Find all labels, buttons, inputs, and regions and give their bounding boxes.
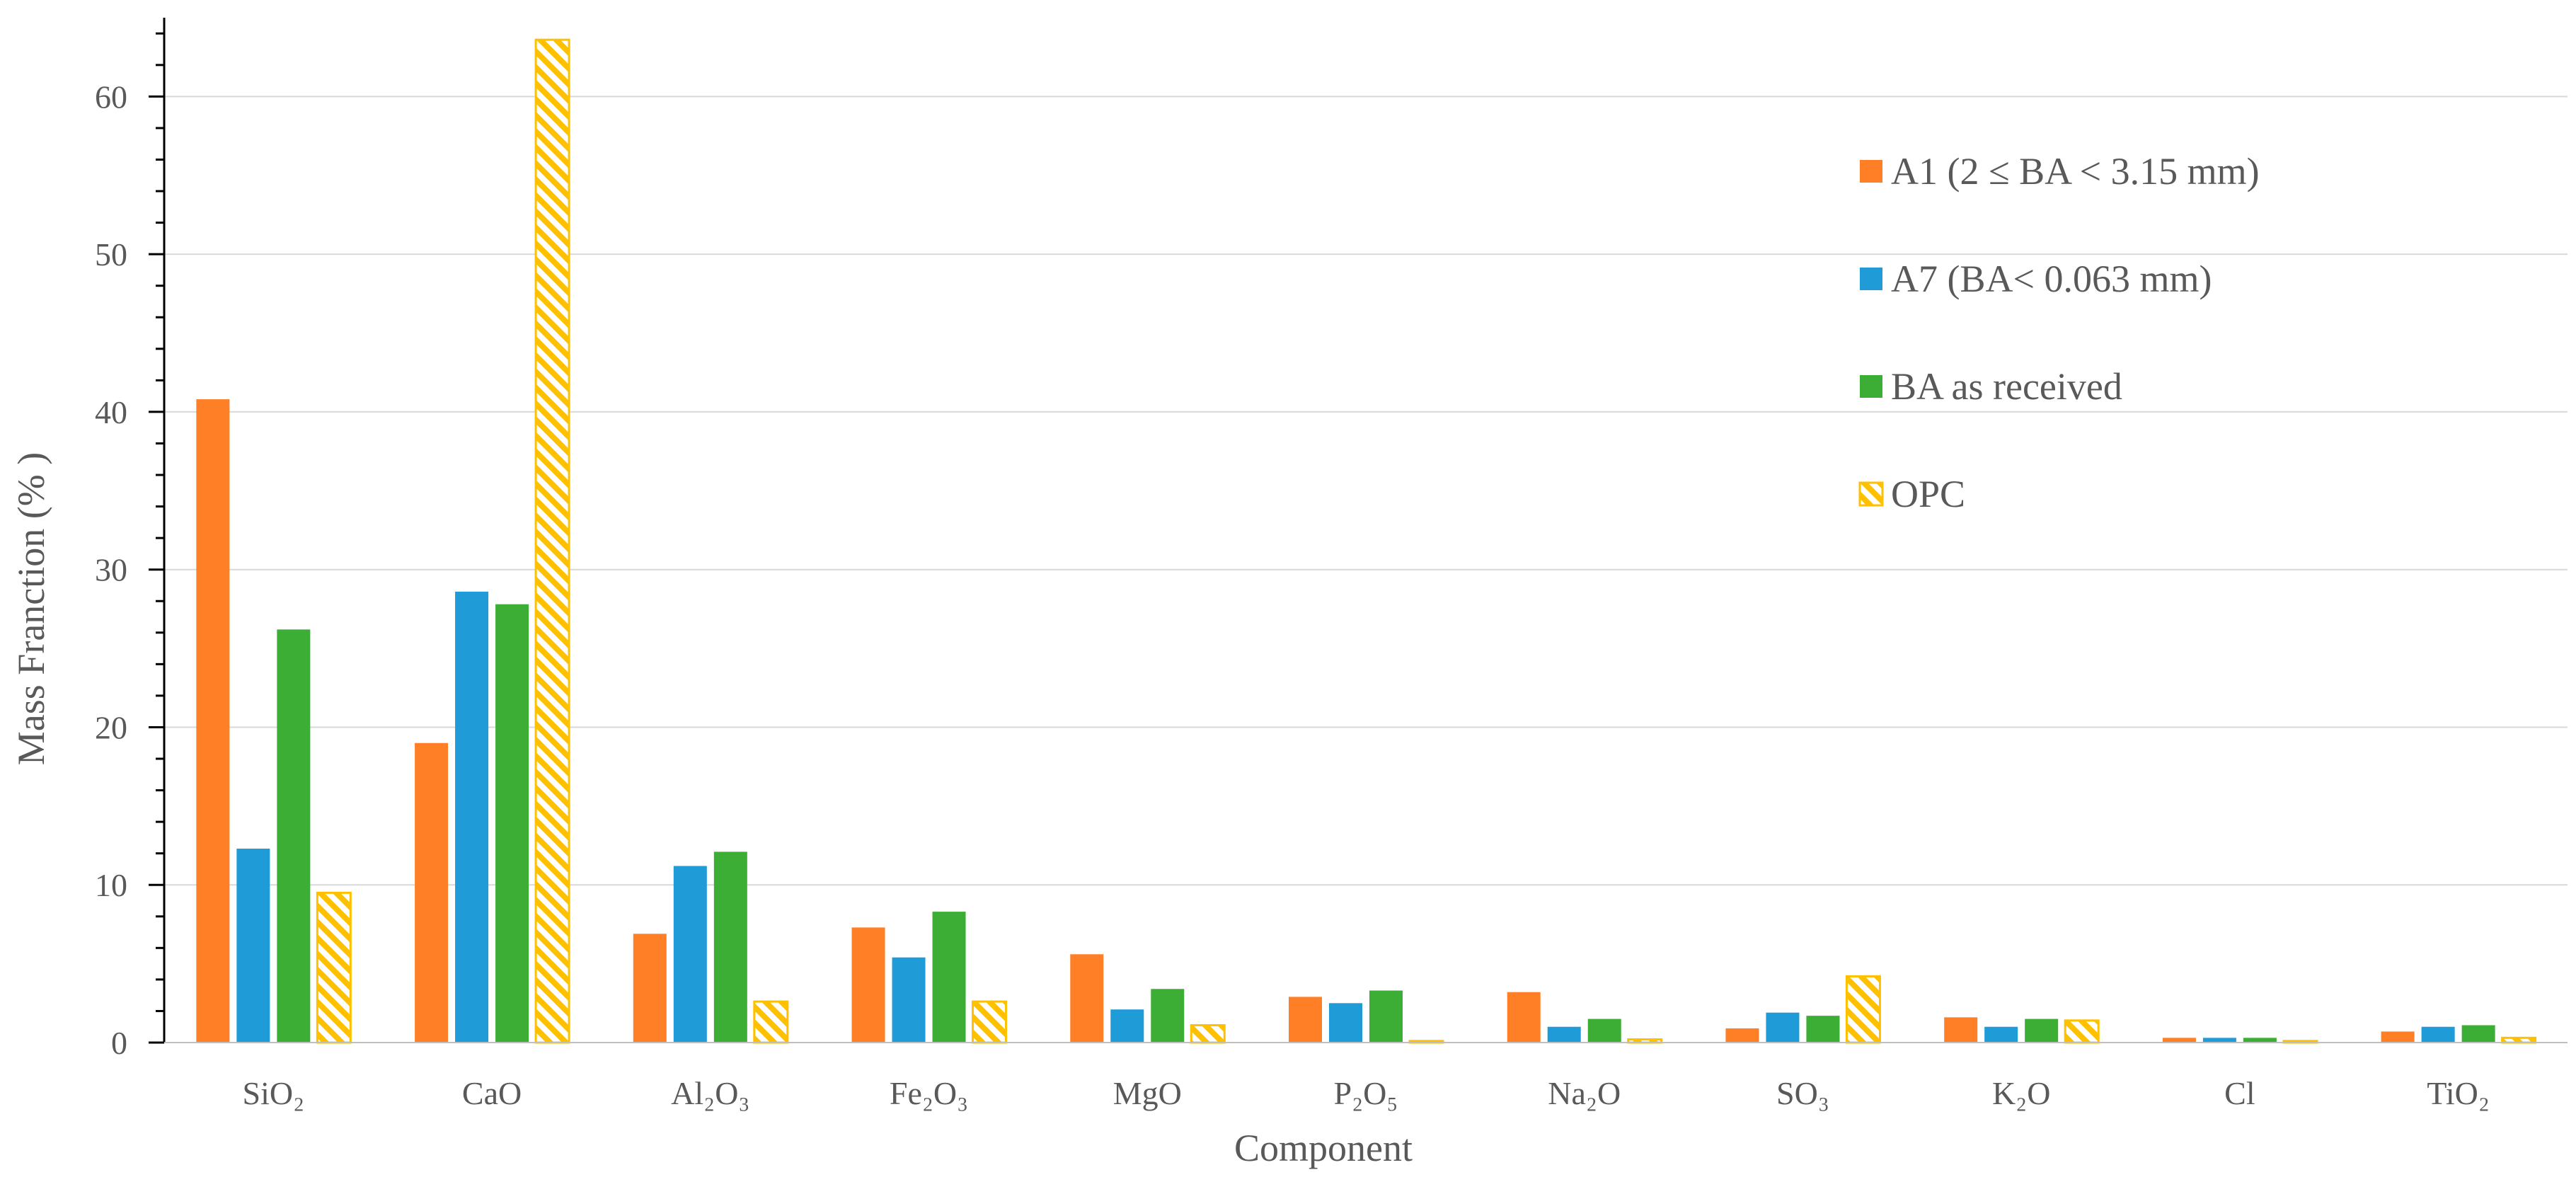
legend-label: OPC xyxy=(1891,473,1965,515)
x-axis-title: Component xyxy=(1234,1127,1413,1169)
bar xyxy=(455,591,489,1043)
y-tick-label: 0 xyxy=(111,1025,127,1061)
legend-label: A7 (BA< 0.063 mm) xyxy=(1891,258,2212,300)
x-tick-label: Al₂O₃ xyxy=(671,1075,749,1111)
legend-swatch xyxy=(1858,481,1884,507)
legend-swatch xyxy=(1860,160,1882,183)
y-tick-label: 60 xyxy=(95,79,127,115)
bar xyxy=(2461,1025,2495,1043)
bar xyxy=(1587,1019,1621,1043)
bar xyxy=(713,851,747,1043)
bar xyxy=(1289,997,1322,1043)
bar xyxy=(1507,992,1541,1043)
x-tick-label: Na₂O xyxy=(1548,1075,1621,1111)
x-tick-label: P₂O₅ xyxy=(1334,1075,1398,1111)
bar xyxy=(1845,975,1881,1044)
bar xyxy=(1984,1026,2018,1043)
bar xyxy=(2162,1038,2196,1043)
y-tick-label: 20 xyxy=(95,709,127,745)
bar xyxy=(1369,990,1403,1043)
axes xyxy=(149,18,2568,1044)
bar xyxy=(1110,1009,1144,1043)
bar xyxy=(2202,1038,2236,1043)
bar xyxy=(236,848,270,1043)
bar xyxy=(415,742,449,1043)
x-tick-label: TiO₂ xyxy=(2427,1075,2490,1111)
bars xyxy=(196,38,2537,1044)
x-tick-label: Fe₂O₃ xyxy=(890,1075,968,1111)
bar xyxy=(277,629,311,1043)
bar xyxy=(2421,1026,2455,1043)
bar xyxy=(972,1000,1008,1044)
bar xyxy=(196,399,230,1043)
bar xyxy=(1329,1003,1362,1043)
bar xyxy=(2501,1036,2537,1044)
legend-swatch xyxy=(1860,375,1882,398)
legend-label: BA as received xyxy=(1891,365,2122,408)
bar xyxy=(1725,1028,1759,1043)
y-tick-label: 10 xyxy=(95,867,127,903)
y-tick-label: 50 xyxy=(95,236,127,272)
y-tick-label: 30 xyxy=(95,552,127,588)
bar xyxy=(1547,1026,1581,1043)
bar xyxy=(534,38,570,1044)
bar xyxy=(673,866,707,1043)
bar xyxy=(2025,1019,2059,1043)
bar xyxy=(1151,989,1185,1043)
x-tick-label: CaO xyxy=(462,1075,522,1111)
legend: A1 (2 ≤ BA < 3.15 mm) A7 (BA< 0.063 mm) BA… xyxy=(1858,150,2260,515)
y-tick-label: 40 xyxy=(95,394,127,430)
y-axis-title: Mass Franction (% ) xyxy=(10,452,52,765)
bar xyxy=(316,891,352,1044)
x-tick-label: MgO xyxy=(1113,1075,1182,1111)
bar xyxy=(1944,1017,1978,1043)
bar xyxy=(495,604,529,1043)
bar xyxy=(892,957,926,1043)
x-tick-label: K₂O xyxy=(1992,1075,2050,1111)
bar xyxy=(1190,1023,1226,1044)
x-tick-label: Cl xyxy=(2224,1075,2255,1111)
legend-label: A1 (2 ≤ BA < 3.15 mm) xyxy=(1891,150,2260,193)
bar xyxy=(1806,1016,1840,1043)
x-tick-label: SO₃ xyxy=(1776,1075,1829,1111)
y-tick-labels: 0 10 20 30 40 50 60 xyxy=(95,79,127,1061)
bar xyxy=(851,927,885,1043)
bar xyxy=(633,934,667,1043)
bar xyxy=(2381,1031,2415,1043)
legend-swatch xyxy=(1860,268,1882,290)
bar xyxy=(932,912,966,1043)
bar xyxy=(753,1000,789,1044)
bar xyxy=(1070,954,1104,1043)
x-tick-labels: SiO₂ CaO Al₂O₃ Fe₂O₃ MgO P₂O₅ Na₂O SO₃ K₂O Cl TiO₂ xyxy=(243,1075,2490,1111)
bar xyxy=(1766,1012,1800,1043)
bar xyxy=(2064,1019,2100,1044)
bar xyxy=(2243,1038,2277,1043)
x-tick-label: SiO₂ xyxy=(243,1075,305,1111)
